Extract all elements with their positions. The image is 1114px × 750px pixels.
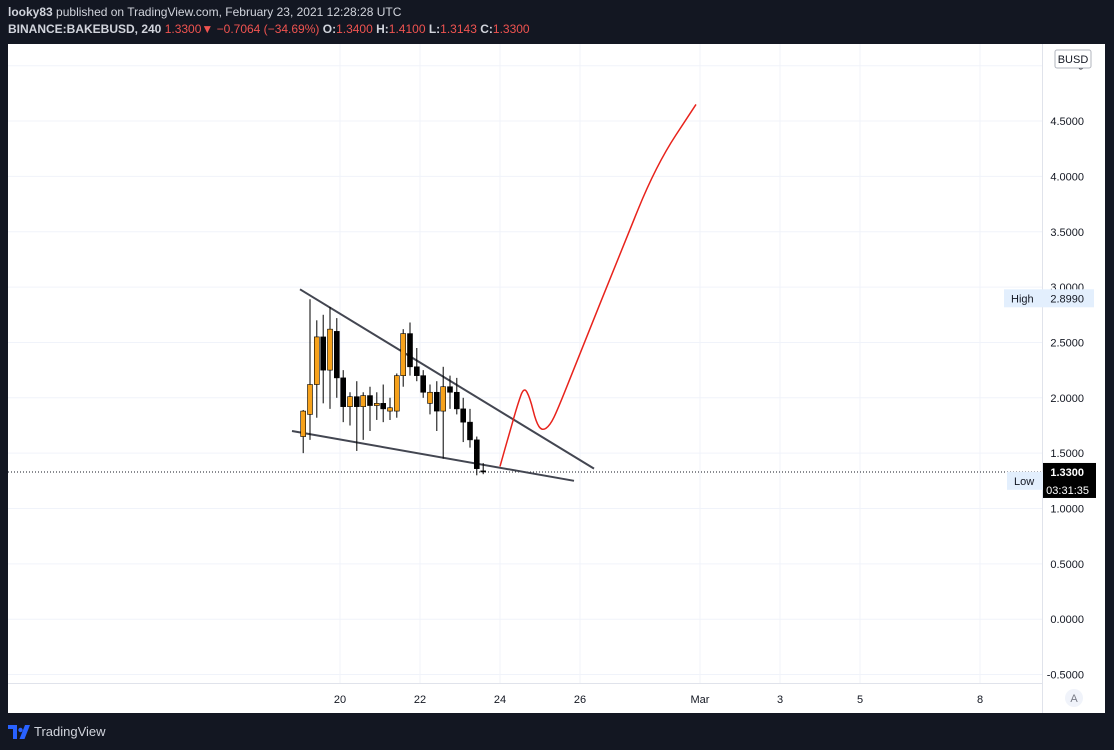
price-chart[interactable]: 54.50004.00003.50003.00002.50002.00001.5… — [8, 44, 1105, 713]
candle-up[interactable] — [427, 391, 433, 404]
candle-up[interactable] — [327, 328, 333, 371]
candle-down[interactable] — [447, 386, 453, 393]
candle-down[interactable] — [420, 375, 427, 393]
chart-area[interactable]: 54.50004.00003.50003.00002.50002.00001.5… — [8, 44, 1105, 713]
candle-down[interactable] — [480, 470, 487, 473]
low-value: 1.3143 — [440, 22, 477, 36]
candle-up[interactable] — [400, 333, 407, 376]
currency-box[interactable] — [1054, 49, 1092, 69]
price-tick-label: 4.5000 — [1050, 116, 1084, 128]
candle-down[interactable] — [367, 395, 373, 406]
footer-bar: TradingView — [0, 713, 1114, 750]
candle-down[interactable] — [467, 421, 473, 441]
time-tick-label: 8 — [977, 694, 983, 706]
high-marker-box — [1004, 289, 1094, 308]
open-label: O: — [322, 22, 337, 36]
auto-scale-label[interactable]: A — [1070, 693, 1078, 705]
currency-label[interactable]: BUSD — [1058, 54, 1089, 66]
time-tick-label: Mar — [691, 694, 710, 706]
open-value: 1.3400 — [336, 22, 373, 36]
price-tick-label: 3.5000 — [1050, 227, 1084, 239]
price-tick-label: 1.0000 — [1050, 504, 1084, 516]
projection-path[interactable] — [499, 104, 697, 467]
candle-down[interactable] — [320, 336, 327, 371]
price-tick-label: 4.0000 — [1050, 171, 1084, 183]
change-value: −0.7064 (−34.69%) — [216, 22, 320, 36]
low-label: L: — [428, 22, 441, 36]
candle-down[interactable] — [473, 439, 480, 469]
symbol-legend: BINANCE:BAKEBUSD, 240 1.3300▼ −0.7064 (−… — [8, 22, 530, 36]
brand-name[interactable]: TradingView — [34, 724, 106, 739]
time-tick-label: 5 — [857, 694, 863, 706]
candle-up[interactable] — [373, 403, 380, 406]
high-marker-label: High — [1011, 293, 1034, 305]
price-tick-label: 2.5000 — [1050, 337, 1084, 349]
symbol-label[interactable]: BINANCE:BAKEBUSD, 240 — [8, 22, 162, 36]
high-value: 1.4100 — [388, 22, 426, 36]
bar-countdown: 03:31:35 — [1046, 485, 1089, 497]
time-tick-label: 26 — [574, 694, 586, 706]
low-marker-label: Low — [1014, 476, 1034, 488]
candle-down[interactable] — [380, 403, 387, 410]
last-price-value: 1.3300 — [164, 22, 202, 36]
high-label: H: — [376, 22, 389, 36]
time-tick-label: 22 — [414, 694, 426, 706]
candle-up[interactable] — [300, 410, 307, 437]
down-arrow-icon: ▼ — [201, 22, 214, 36]
last-price-tag — [1043, 462, 1096, 498]
upper-trendline[interactable] — [299, 288, 595, 470]
candle-down[interactable] — [333, 331, 340, 379]
tradingview-logo-icon[interactable] — [8, 725, 30, 739]
price-tick-label: 1.5000 — [1050, 448, 1084, 460]
published-text: published on TradingView.com, February 2… — [56, 5, 402, 19]
candle-down[interactable] — [340, 377, 347, 407]
candle-up[interactable] — [393, 375, 400, 412]
candle-up[interactable] — [307, 384, 313, 415]
candle-down[interactable] — [353, 396, 360, 407]
candle-down[interactable] — [413, 366, 420, 376]
price-tick-label: -0.5000 — [1047, 670, 1084, 682]
candle-up[interactable] — [360, 395, 367, 407]
last-price-tag-value: 1.3300 — [1050, 467, 1084, 479]
candle-up[interactable] — [440, 386, 447, 412]
lower-trendline[interactable] — [291, 430, 575, 482]
candle-down[interactable] — [460, 408, 467, 423]
candle-down[interactable] — [453, 391, 460, 410]
candle-down[interactable] — [407, 333, 413, 368]
candle-down[interactable] — [433, 391, 440, 412]
publisher-name[interactable]: looky83 — [8, 5, 53, 19]
publish-info: looky83 published on TradingView.com, Fe… — [8, 5, 401, 19]
price-tick-label: 0.5000 — [1050, 559, 1084, 571]
auto-scale-button[interactable] — [1065, 689, 1083, 707]
time-tick-label: 20 — [334, 694, 346, 706]
high-marker-value: 2.8990 — [1050, 293, 1084, 305]
candle-up[interactable] — [347, 396, 353, 407]
time-tick-label: 3 — [777, 694, 783, 706]
candle-up[interactable] — [387, 407, 393, 412]
candle-up[interactable] — [313, 336, 320, 385]
chart-header: looky83 published on TradingView.com, Fe… — [0, 0, 1114, 44]
time-tick-label: 24 — [494, 694, 506, 706]
close-value: 1.3300 — [492, 22, 530, 36]
price-tick-label: 2.0000 — [1050, 393, 1084, 405]
price-tick-label: 0.0000 — [1050, 614, 1084, 626]
close-label: C: — [480, 22, 493, 36]
